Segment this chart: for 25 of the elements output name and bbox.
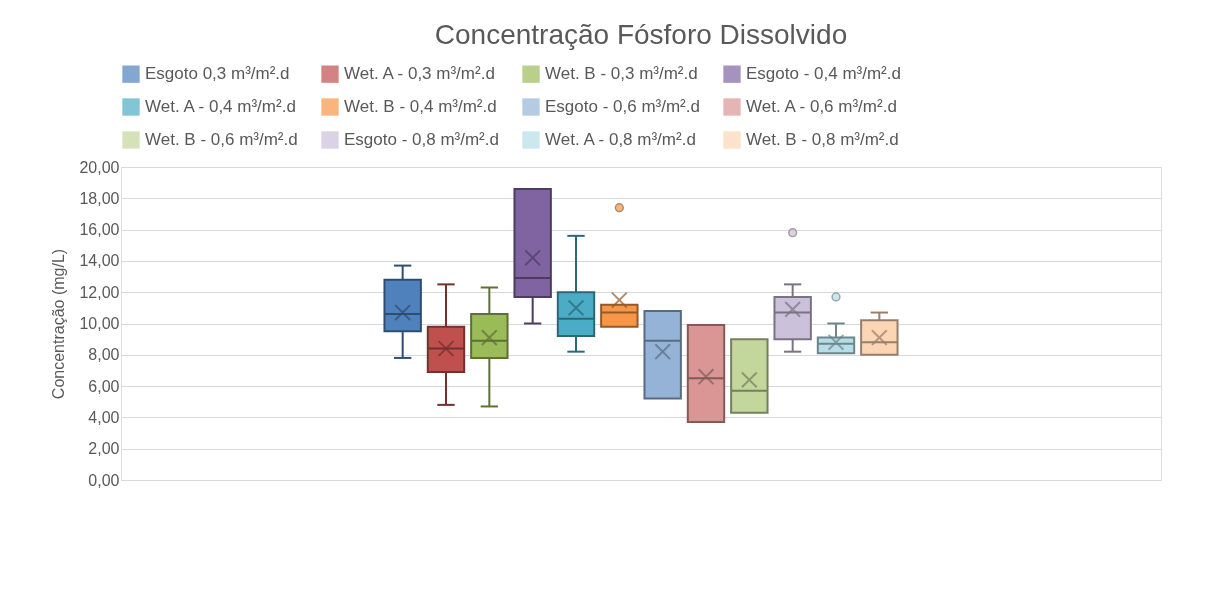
legend-label: Wet. B - 0,6 m³/m².d xyxy=(145,130,298,149)
legend-label: Wet. B - 0,3 m³/m².d xyxy=(545,64,698,84)
y-tick-label: 20,00 xyxy=(79,158,120,176)
legend-label: Wet. A - 0,4 m³/m².d xyxy=(145,97,296,116)
legend-label: Esgoto - 0,8 m³/m².d xyxy=(344,130,499,149)
y-tick-label: 4,00 xyxy=(88,408,120,426)
y-tick-label: 8,00 xyxy=(88,346,120,364)
legend-label: Wet. B - 0,8 m³/m².d xyxy=(746,130,899,149)
y-tick-label: 0,00 xyxy=(88,471,120,489)
legend-label: Wet. A - 0,3 m³/m².d xyxy=(344,64,495,84)
legend-label: Esgoto - 0,4 m³/m².d xyxy=(746,64,901,84)
chart-title: Concentração Fósforo Dissolvido xyxy=(434,19,848,50)
y-tick-label: 2,00 xyxy=(88,440,120,458)
y-tick-label: 14,00 xyxy=(79,252,120,270)
legend-label: Wet. A - 0,8 m³/m².d xyxy=(545,130,696,149)
y-tick-label: 10,00 xyxy=(79,315,120,332)
legend-label: Esgoto - 0,6 m³/m².d xyxy=(545,97,700,116)
y-tick-label: 18,00 xyxy=(79,189,120,207)
y-tick-label: 12,00 xyxy=(79,283,120,301)
legend-label: Esgoto 0,3 m³/m².d xyxy=(145,64,290,84)
y-tick-label: 6,00 xyxy=(88,377,120,395)
y-tick-label: 16,00 xyxy=(79,221,120,239)
legend-label: Wet. A - 0,6 m³/m².d xyxy=(746,97,897,116)
legend-label: Wet. B - 0,4 m³/m².d xyxy=(344,97,497,116)
y-axis-title: Concentração (mg/L) xyxy=(50,248,68,400)
